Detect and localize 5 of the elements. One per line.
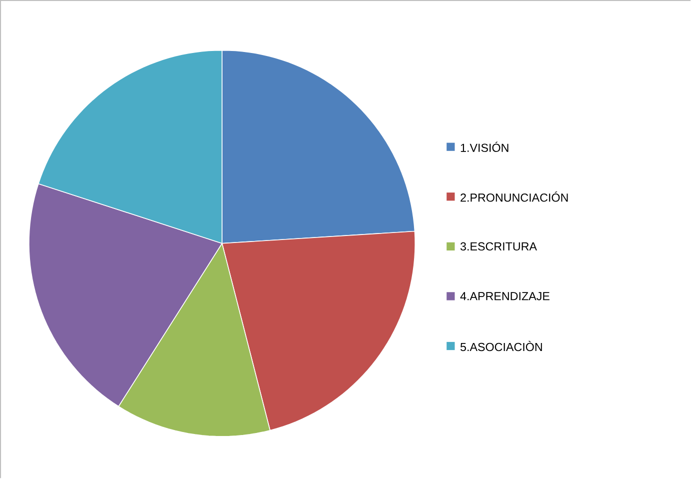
legend-label: 1.VISIÓN xyxy=(460,142,508,152)
legend-label: 2.PRONUNCIACIÓN xyxy=(460,192,568,202)
legend-label: 5.ASOCIACIÒN xyxy=(460,341,542,352)
legend-label: 4.APRENDIZAJE xyxy=(460,292,550,300)
legend-label: 3.ESCRITURA xyxy=(460,242,537,251)
